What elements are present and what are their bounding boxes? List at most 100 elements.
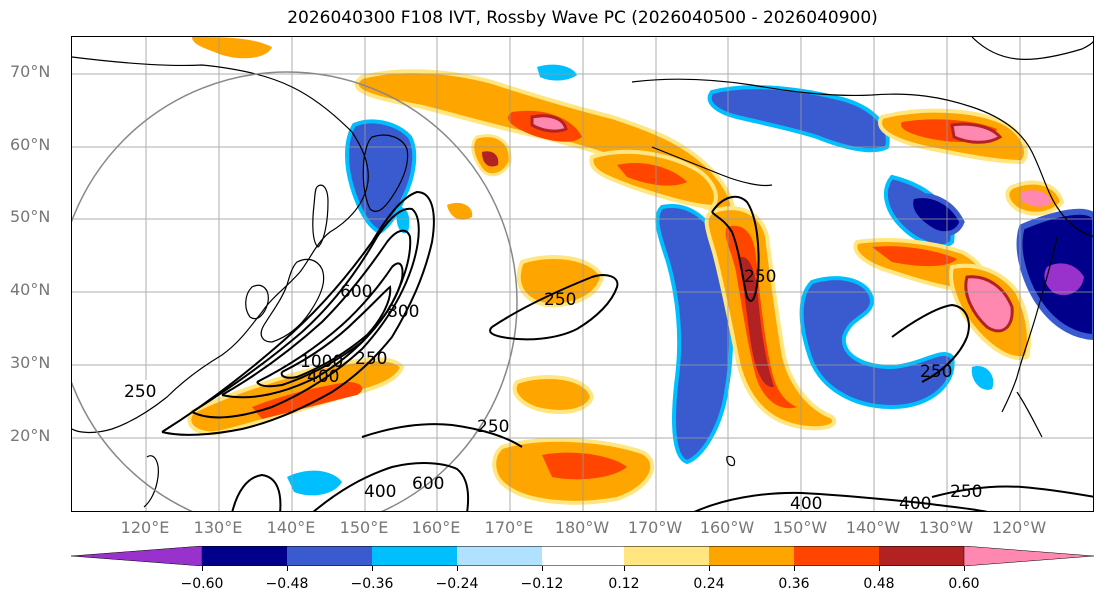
coast-hawaii <box>726 455 736 467</box>
lon-label-130e: 130°E <box>193 518 243 537</box>
contour-250-east <box>891 303 970 383</box>
contour-250-jet <box>161 190 435 436</box>
lon-label-180w: 180°W <box>554 518 610 537</box>
lon-label-150e: 150°E <box>339 518 389 537</box>
contour-label-400-east: 400 <box>899 494 931 512</box>
lon-label-130w: 130°W <box>918 518 974 537</box>
lat-label-70n: 70°N <box>10 62 51 81</box>
contour-label-1000-jet: 1000 <box>300 352 343 372</box>
coastlines <box>72 37 1093 508</box>
lon-label-160e: 160°E <box>411 518 461 537</box>
colorbar-segment-3 <box>372 546 457 566</box>
contour-label-250-east: 250 <box>920 362 952 382</box>
purple-core-west-coast <box>1044 263 1084 296</box>
lat-label-50n: 50°N <box>10 207 51 226</box>
contour-400-jet <box>191 207 420 419</box>
contour-label-layer: 250 400 600 800 1000 250 400 600 250 250… <box>122 267 982 512</box>
contour-label-600-south: 600 <box>412 474 444 494</box>
red-region-east-siberia <box>482 151 499 167</box>
orange-region-hawaii-south <box>512 375 595 414</box>
colorbar-tickmark <box>964 566 965 571</box>
colorbar-segment-1 <box>202 546 287 566</box>
colorbar-segment-10 <box>963 546 1094 566</box>
lon-label-170w: 170°W <box>627 518 683 537</box>
colorbar-tickmark <box>457 566 458 571</box>
lat-label-60n: 60°N <box>10 135 51 154</box>
lon-label-150w: 150°W <box>772 518 828 537</box>
contour-label-600-jet: 600 <box>340 282 372 302</box>
lon-label-120w: 120°W <box>991 518 1047 537</box>
darkred-band-central <box>740 256 774 388</box>
blue-region-bering <box>707 85 890 153</box>
colorbar-segment-5 <box>542 546 624 566</box>
light-blue-region-hawaii <box>971 366 994 390</box>
lon-label-140e: 140°E <box>266 518 316 537</box>
lon-label-140w: 140°W <box>845 518 901 537</box>
lon-label-120e: 120°E <box>120 518 170 537</box>
contour-label-400-southeast: 400 <box>790 494 822 512</box>
contour-250-southeast <box>931 485 1093 498</box>
contour-label-800-jet: 800 <box>387 302 419 322</box>
coast-arctic-islands <box>971 37 1093 60</box>
coast-kamchatka <box>362 134 409 212</box>
coast-japan <box>260 258 325 343</box>
pink-region-canada <box>950 122 1003 144</box>
red-region-aleutian <box>617 162 687 186</box>
lat-label-40n: 40°N <box>10 280 51 299</box>
colorbar-segment-4 <box>457 546 542 566</box>
contour-600-jet <box>221 229 412 399</box>
coast-west-coast <box>1001 236 1058 413</box>
colorbar-segment-8 <box>794 546 879 566</box>
colorbar-tickmark <box>287 566 288 571</box>
colorbar-tick-label: 0.36 <box>778 576 810 592</box>
colorbar-tickmark <box>372 566 373 571</box>
contour-800-jet <box>256 262 404 388</box>
colorbar-tickmark <box>202 566 203 571</box>
colorbar-segment-2 <box>287 546 372 566</box>
colorbar-tickmark <box>542 566 543 571</box>
pink-region-bc <box>1022 190 1052 207</box>
pink-region-west-coast <box>964 275 1014 333</box>
reference-circle <box>72 71 518 511</box>
light-blue-region-sea <box>287 470 342 496</box>
colorbar-tick-label: 0.12 <box>608 576 640 592</box>
pink-region-arctic <box>530 114 568 133</box>
blue-region-canada <box>908 193 965 237</box>
contour-label-250-subtropical: 250 <box>477 417 509 437</box>
orange-region-japan-sea <box>447 202 473 220</box>
contour-1000-jet <box>280 285 392 379</box>
red-region-subtropical <box>542 452 627 480</box>
coast-korea <box>245 284 269 320</box>
colorbar-tickmark <box>794 566 795 571</box>
colorbar-tickmark <box>709 566 710 571</box>
contour-250-central <box>711 195 760 302</box>
contour-label-250-west: 250 <box>124 382 156 402</box>
colorbar-tick-label: −0.48 <box>265 576 309 592</box>
light-blue-region-kuril <box>396 206 410 234</box>
blue-region-hook <box>799 276 955 410</box>
coast-baja <box>1016 391 1043 438</box>
contour-label-bg-1 <box>122 380 152 400</box>
contour-label-250-central: 250 <box>744 267 776 287</box>
colorbar-segment-9 <box>879 546 964 566</box>
colorbar-segment-7 <box>709 546 794 566</box>
coast-philippines <box>143 455 159 508</box>
map-title: 2026040300 F108 IVT, Rossby Wave PC (202… <box>287 8 878 28</box>
contour-600-south <box>231 473 282 511</box>
colorbar <box>71 546 1094 566</box>
colorbar-tick-label: 0.48 <box>863 576 895 592</box>
colorbar-tickmark <box>879 566 880 571</box>
lat-label-30n: 30°N <box>10 353 51 372</box>
coast-sakhalin <box>312 184 329 248</box>
lon-label-160w: 160°W <box>699 518 755 537</box>
positive-anomaly-shading <box>187 37 1065 505</box>
contour-250-midocean <box>489 274 619 341</box>
colorbar-tick-label: 0.24 <box>693 576 725 592</box>
contour-label-250-southeast: 250 <box>950 482 982 502</box>
colorbar-tick-label: 0.60 <box>948 576 980 592</box>
colorbar-tickmark <box>624 566 625 571</box>
lon-label-170e: 170°E <box>484 518 534 537</box>
colorbar-segment-0 <box>71 546 203 566</box>
contour-label-400-south: 400 <box>364 482 396 502</box>
ivt-contours <box>161 190 1093 511</box>
